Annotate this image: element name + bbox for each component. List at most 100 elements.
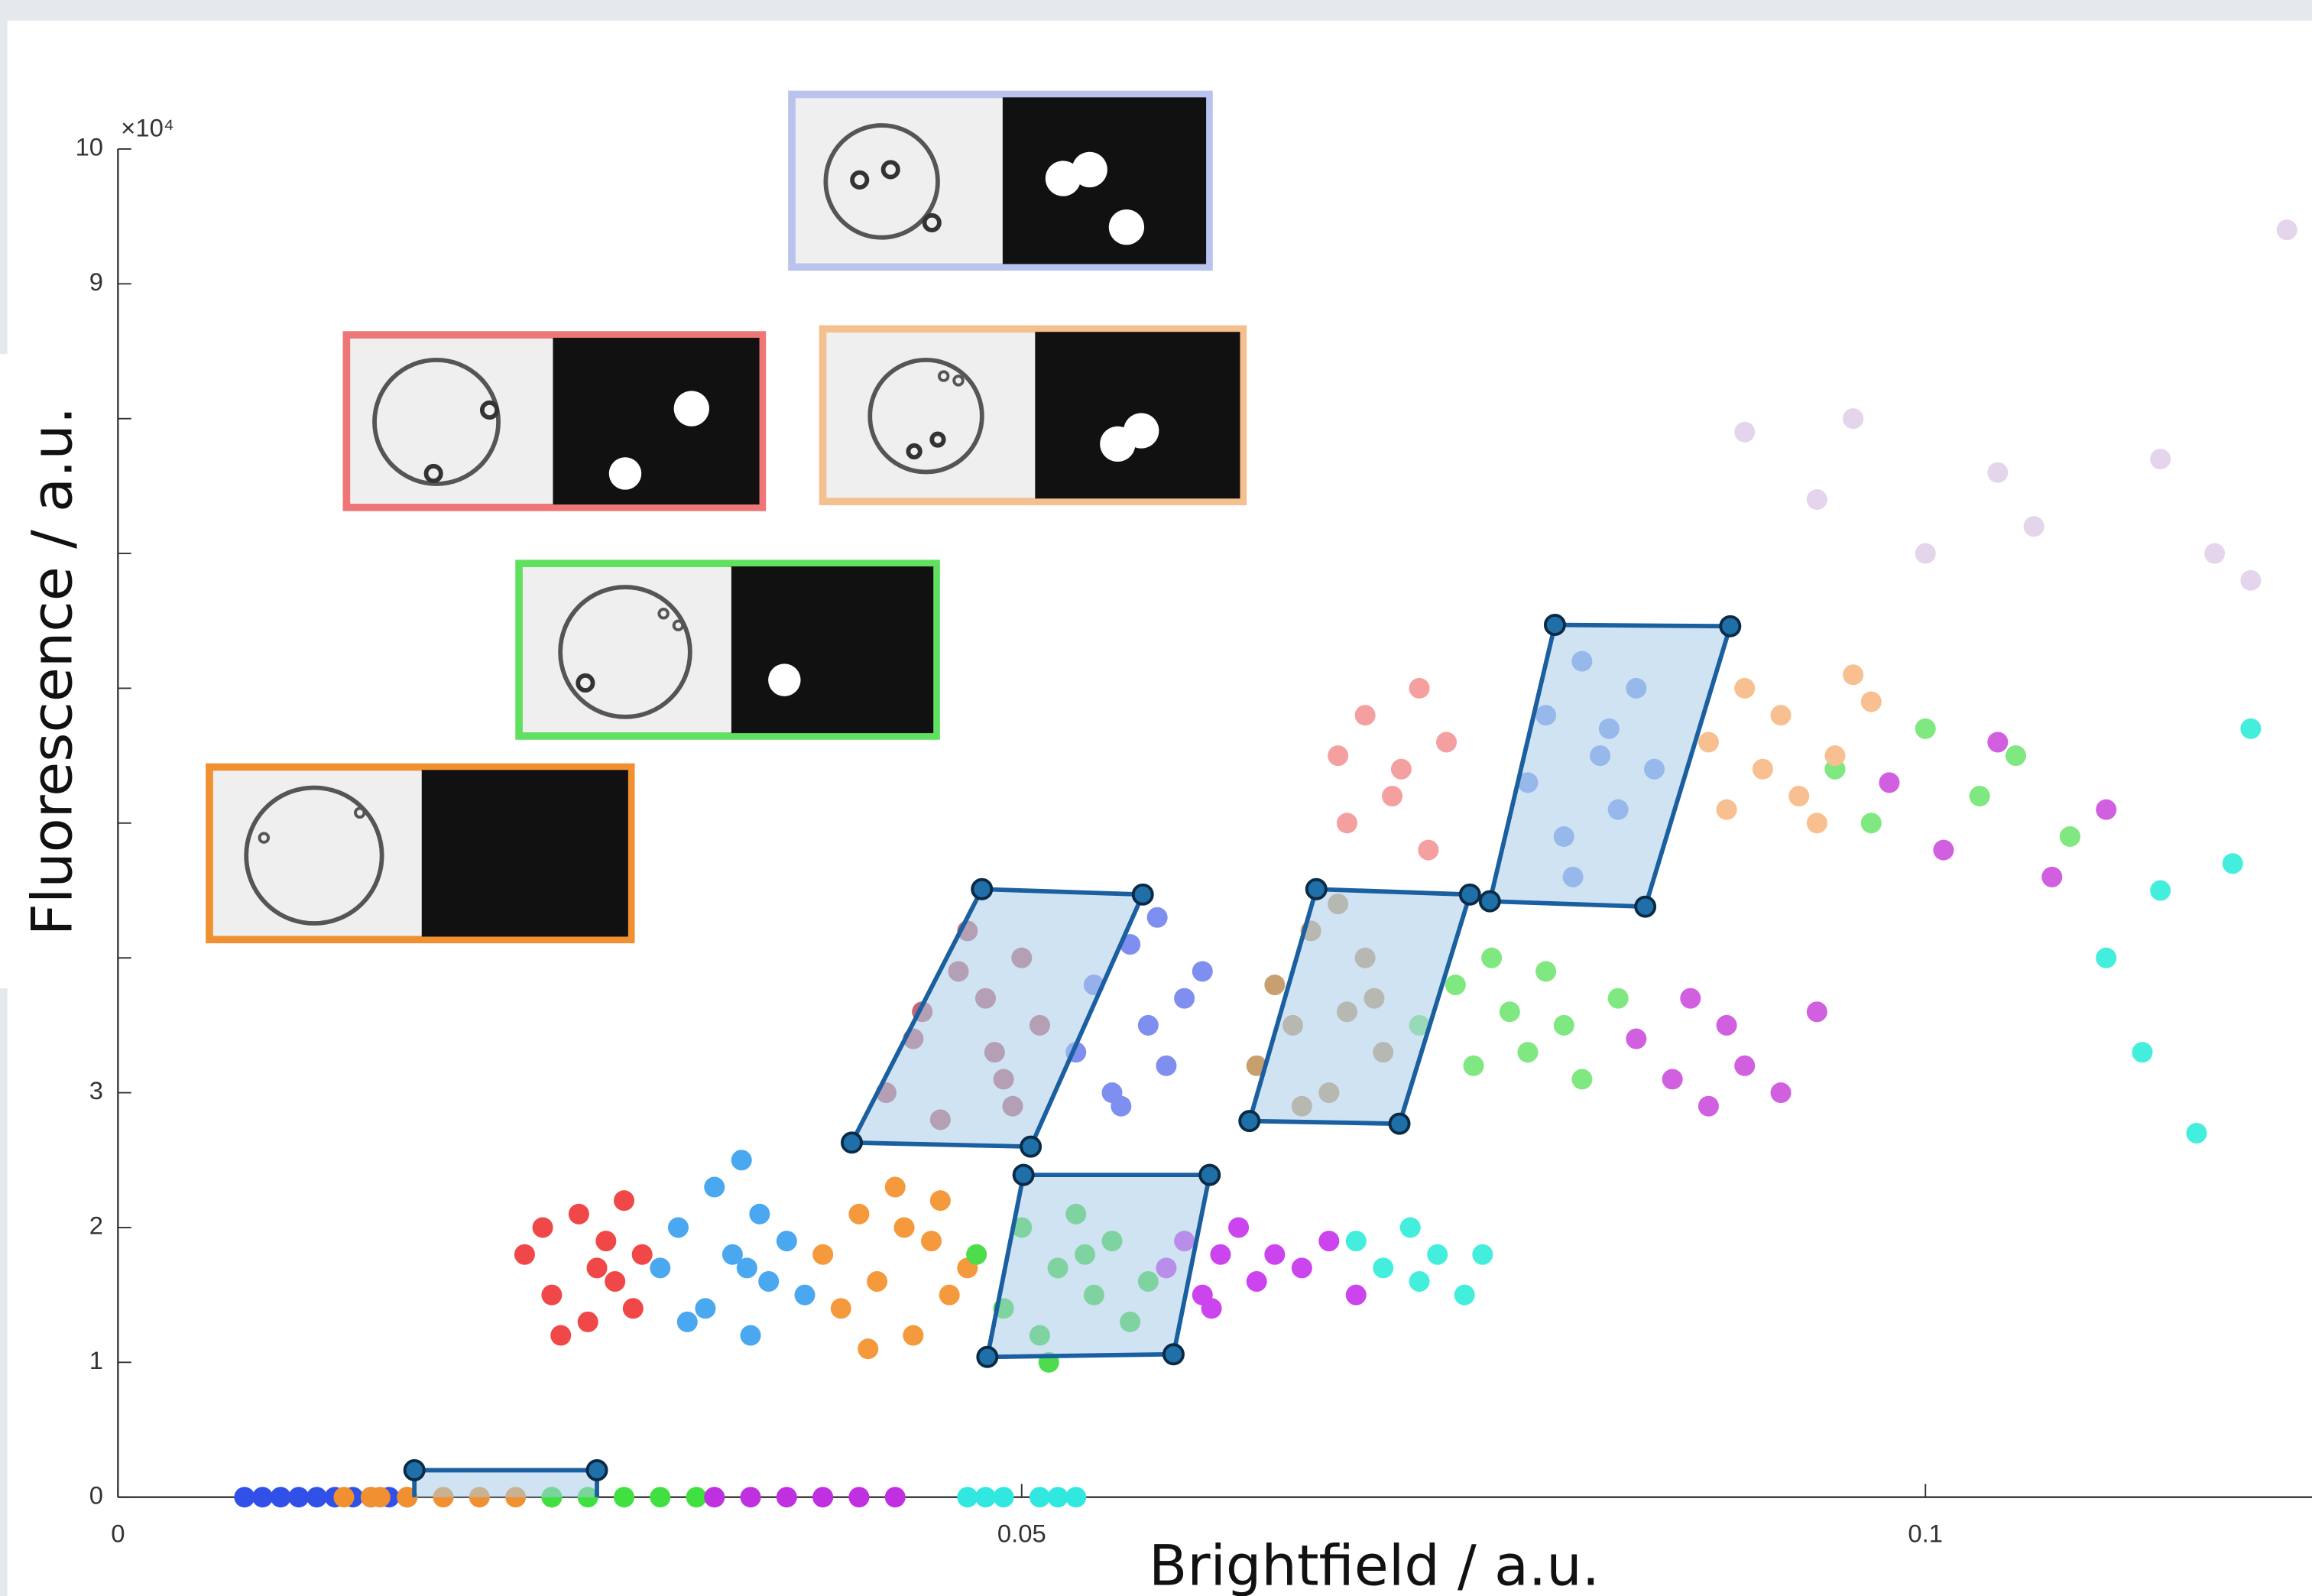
point <box>1228 1217 1249 1238</box>
point <box>2150 880 2171 900</box>
point <box>2150 449 2171 469</box>
point <box>1138 1015 1159 1036</box>
inset <box>346 335 762 508</box>
point <box>1915 719 1936 739</box>
point <box>2186 1123 2207 1143</box>
point <box>1400 1217 1421 1238</box>
point <box>1662 1069 1683 1089</box>
point <box>333 1487 354 1507</box>
gate-vertex <box>1133 885 1153 904</box>
point <box>632 1244 653 1265</box>
point <box>533 1217 553 1238</box>
point <box>1463 1056 1484 1076</box>
y-tick-label: 0 <box>89 1481 103 1509</box>
point <box>668 1217 689 1238</box>
point <box>885 1487 906 1507</box>
point <box>2041 867 2062 887</box>
point <box>777 1231 797 1251</box>
gate-vertex <box>1164 1345 1183 1364</box>
point <box>1264 1244 1285 1265</box>
point <box>541 1285 562 1306</box>
point <box>306 1487 327 1507</box>
point <box>252 1487 273 1507</box>
point <box>975 1487 996 1507</box>
point <box>867 1271 887 1292</box>
point <box>623 1298 644 1319</box>
point <box>1861 692 1882 712</box>
point <box>1427 1244 1448 1265</box>
point <box>1915 543 1936 564</box>
point <box>1879 772 1899 793</box>
gate-vertex <box>1390 1114 1409 1134</box>
point <box>1554 1015 1574 1036</box>
point <box>1346 1285 1367 1306</box>
gate-vertex <box>972 880 991 899</box>
point <box>1192 961 1213 981</box>
point <box>695 1298 715 1319</box>
gate-vertex <box>1545 615 1565 634</box>
insets <box>209 95 1243 940</box>
gate-vertex <box>1240 1111 1259 1130</box>
point <box>2277 219 2297 240</box>
y-tick-label: 10 <box>76 133 103 161</box>
point <box>1933 840 1954 861</box>
point <box>939 1285 960 1306</box>
point <box>1734 1056 1755 1076</box>
page: 012391000.050.1 <box>0 0 2312 1596</box>
gate <box>414 1470 597 1497</box>
point <box>1111 1096 1131 1117</box>
gate <box>987 1175 1210 1357</box>
point <box>1734 678 1755 699</box>
gate <box>1250 889 1471 1124</box>
point <box>2096 948 2116 968</box>
point <box>614 1487 634 1507</box>
point <box>550 1325 571 1346</box>
gate-vertex <box>1461 885 1480 904</box>
point <box>2132 1042 2153 1062</box>
point <box>271 1487 291 1507</box>
gate <box>1490 625 1730 907</box>
point <box>2096 800 2116 820</box>
x-tick-label: 0 <box>111 1520 125 1548</box>
y-tick-label: 9 <box>89 268 103 296</box>
point <box>1608 988 1629 1009</box>
point <box>1824 745 1845 766</box>
point <box>1571 1069 1592 1089</box>
y-exponent-label: ×10⁴ <box>121 113 174 141</box>
point <box>921 1231 942 1251</box>
gate-vertex <box>978 1348 997 1367</box>
point <box>569 1204 589 1225</box>
x-tick-label: 0.1 <box>1908 1520 1943 1548</box>
point <box>1807 489 1827 510</box>
point <box>1472 1244 1493 1265</box>
y-tick-label: 1 <box>89 1346 103 1374</box>
point <box>1355 705 1376 725</box>
point <box>758 1271 779 1292</box>
chart: 012391000.050.1 <box>0 0 2312 1596</box>
point <box>794 1285 815 1306</box>
point <box>1771 1082 1792 1103</box>
point <box>704 1487 725 1507</box>
gate-vertex <box>1636 897 1655 916</box>
top-strip <box>0 0 2312 21</box>
point <box>605 1271 625 1292</box>
point <box>1987 732 2008 752</box>
point <box>1698 732 1719 752</box>
point <box>1717 800 1737 820</box>
gate-vertex <box>1014 1166 1033 1185</box>
gate-vertex <box>405 1461 424 1480</box>
point <box>1328 745 1348 766</box>
point <box>1734 422 1755 443</box>
point <box>749 1204 770 1225</box>
point <box>686 1487 707 1507</box>
gate-vertex <box>842 1133 861 1152</box>
gate-vertex <box>587 1461 606 1480</box>
point <box>1373 1257 1393 1278</box>
gate-vertex <box>1480 892 1500 911</box>
point <box>1843 664 1863 685</box>
point <box>1292 1257 1312 1278</box>
x-axis-label: Brightfield / a.u. <box>1149 1533 1600 1596</box>
point <box>1174 988 1195 1009</box>
point <box>1264 975 1285 995</box>
point <box>1626 1029 1646 1049</box>
